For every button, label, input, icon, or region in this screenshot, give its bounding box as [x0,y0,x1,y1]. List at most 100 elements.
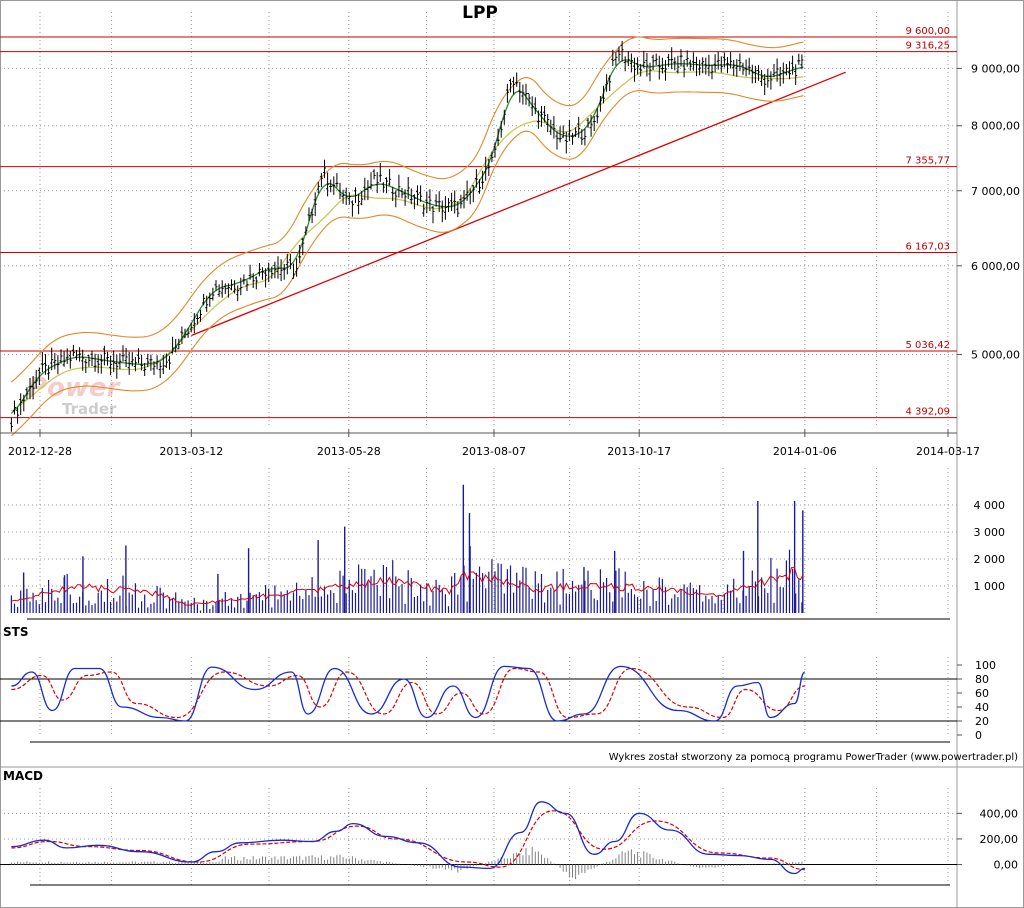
price-bar [406,177,410,199]
price-bar [781,62,785,84]
price-bar [96,354,100,374]
price-bar [152,361,156,375]
price-bar [698,59,702,76]
price-bar [707,54,711,77]
price-bar [316,181,320,194]
price-bar [31,376,35,400]
price-bar [719,56,723,73]
macd-signal-line [11,810,805,871]
volume-moving-average [11,566,804,606]
price-bar [171,336,175,354]
price-bar [65,348,69,364]
svg-text:Trader: Trader [62,400,117,418]
price-bar [307,207,311,221]
price-bar [109,355,113,376]
price-bar [403,189,407,206]
price-bar [608,75,612,91]
price-bar [428,189,432,212]
price-bar [378,163,382,182]
price-bar [112,350,116,373]
price-bar [47,365,51,380]
price-bar [366,180,370,201]
level-label: 4 392,09 [905,407,950,418]
price-bar [360,191,364,206]
price-bar [462,190,466,209]
price-bar [137,348,140,364]
price-bar [515,72,519,87]
price-bar [648,62,652,82]
price-bar [248,264,252,280]
price-bar [236,285,240,302]
price-bar [747,57,751,75]
price-bar [276,256,280,279]
price-bar [254,276,258,290]
price-bar [326,172,330,197]
price-bar [341,189,345,204]
price-bar [729,52,733,69]
price-bar [704,57,708,75]
price-bar [695,56,698,77]
price-bar [270,266,274,279]
price-bar [524,83,528,105]
price-bar [760,70,764,86]
price-bar [598,96,602,112]
price-bar [211,287,215,301]
price-bar [53,352,57,370]
sts-signal-line [11,667,805,719]
price-bar [784,64,788,76]
powertrader-watermark: PowerTrader [28,373,122,418]
price-bar [636,57,640,75]
x-tick-label: 2013-08-07 [462,445,526,458]
price-bar [323,159,326,179]
price-bar [350,200,354,217]
price-bar [301,237,305,256]
price-bar [791,55,795,75]
price-bar [71,344,75,357]
price-y-tick-label: 6 000,00 [971,260,1020,273]
price-bar [186,327,190,338]
price-bar [50,347,54,371]
price-bar [505,83,509,103]
price-y-tick-label: 9 000,00 [971,62,1020,75]
price-bar [106,351,109,366]
price-bar [592,116,596,131]
price-bar [521,84,525,105]
price-bar [478,179,481,194]
price-bar [589,115,593,137]
price-bar [614,51,618,66]
price-bar [78,347,82,362]
price-bar [434,194,438,207]
level-label: 5 036,42 [905,340,950,351]
price-bar [571,132,574,145]
x-tick-label: 2012-12-28 [8,445,72,458]
price-bar [670,47,674,70]
price-bar [217,284,221,297]
price-bar [34,369,38,389]
price-bar [493,142,497,158]
price-bar [456,201,460,218]
price-bar [679,49,683,67]
price-bar [233,280,237,294]
price-bar [642,50,646,69]
price-y-tick-label: 8 000,00 [971,120,1020,133]
price-bar [651,54,655,70]
price-bar [660,57,664,74]
price-bar [164,353,168,368]
price-bar [691,52,695,71]
price-bar [447,198,450,212]
macd-y-tick-label: 0,00 [994,859,1019,872]
price-bar [118,353,122,370]
price-bar [75,349,78,361]
price-bar [453,190,457,214]
price-bar [772,64,776,78]
macd-line [11,801,805,875]
price-bar [552,116,556,139]
price-bar [338,182,342,200]
price-bar [546,114,550,133]
price-bar [56,355,60,375]
price-bar [499,121,503,138]
price-bar [496,128,500,146]
price-bar [673,57,677,71]
volume-y-tick-label: 3 000 [974,526,1006,539]
